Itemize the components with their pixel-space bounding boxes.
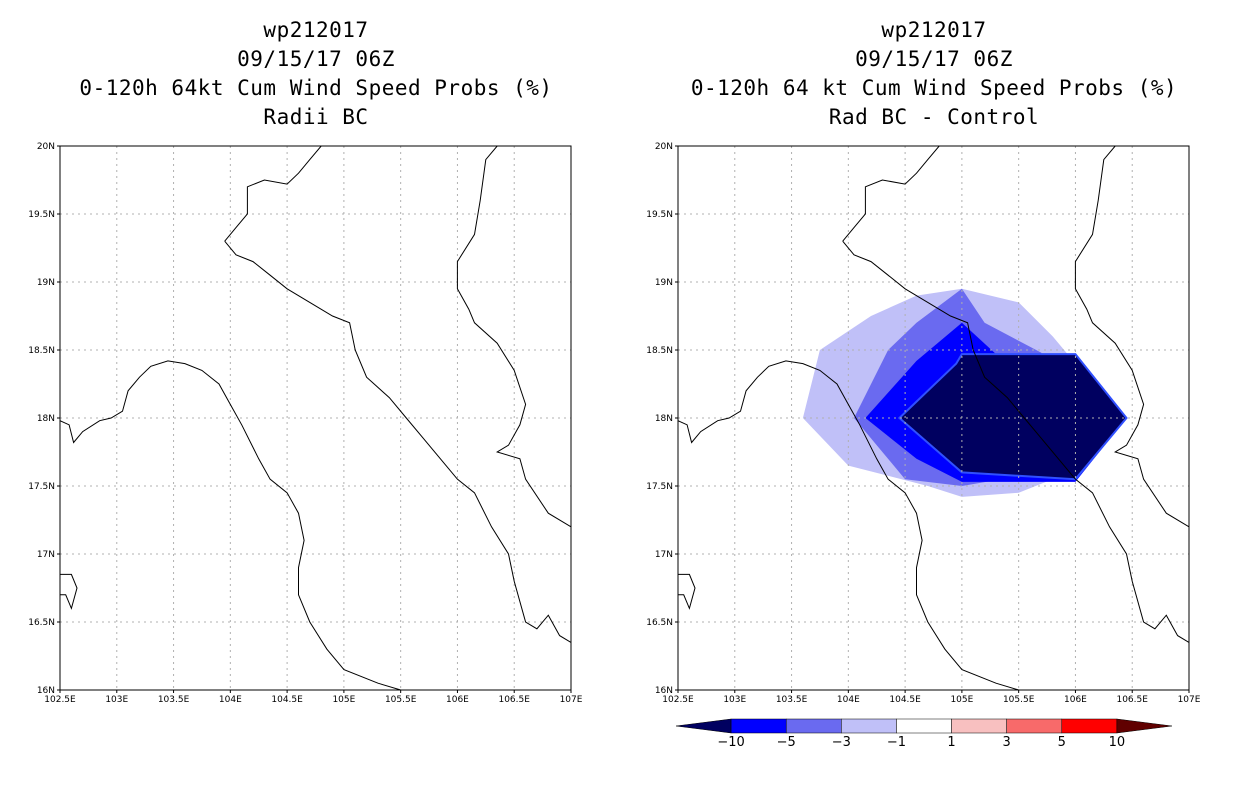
coastlines	[678, 146, 1189, 690]
lon-tick-label: 107E	[1178, 695, 1201, 705]
title-product: 0-120h 64kt Cum Wind Speed Probs (%)	[79, 76, 553, 100]
title-datetime: 09/15/17 06Z	[855, 47, 1013, 71]
lon-tick-label: 102.5E	[662, 695, 694, 705]
colorbar-label: 5	[1058, 735, 1066, 750]
colorbar-swatch	[841, 718, 897, 734]
lat-tick-label: 18N	[37, 414, 55, 424]
grid-lines	[678, 146, 1189, 690]
lat-tick-label: 20N	[37, 142, 55, 152]
colorbar-label: −10	[717, 735, 744, 750]
lon-tick-label: 104.5E	[271, 695, 303, 705]
lat-tick-label: 18.5N	[28, 346, 55, 356]
map-frame	[59, 145, 572, 691]
lon-tick-label: 105E	[332, 695, 355, 705]
title-product: 0-120h 64 kt Cum Wind Speed Probs (%)	[690, 76, 1178, 100]
lat-tick-label: 16N	[37, 686, 55, 696]
colorbar-label: −5	[777, 735, 796, 750]
lon-tick-label: 106E	[1064, 695, 1087, 705]
lat-tick-label: 19.5N	[28, 210, 55, 220]
coastline-path	[842, 240, 1189, 643]
colorbar-label: 3	[1003, 735, 1011, 750]
lat-tick-label: 17.5N	[646, 482, 673, 492]
coastline-path	[678, 573, 696, 610]
colorbar-swatch	[1006, 718, 1063, 734]
lon-tick-label: 105.5E	[385, 695, 417, 705]
coastline-path	[224, 146, 322, 242]
colorbar-swatch	[785, 718, 842, 734]
colorbar-swatch	[896, 718, 952, 734]
colorbar-swatch	[951, 718, 1007, 734]
lon-tick-label: 103.5E	[776, 695, 808, 705]
coastline-path	[60, 360, 401, 690]
title-subtitle: Rad BC - Control	[828, 105, 1040, 129]
coastlines	[60, 146, 571, 690]
right-panel-title: wp212017 09/15/17 06Z 0-120h 64 kt Cum W…	[678, 16, 1190, 132]
colorbar-arrow-low	[675, 718, 732, 734]
coastline-path	[224, 240, 571, 643]
colorbar-swatch	[1061, 718, 1118, 734]
left-map-panel: 102.5E 103E 103.5E 104E 104.5E 105E 105.5E 106E…	[28, 142, 583, 705]
lon-tick-label: 105.5E	[1003, 695, 1035, 705]
coastline-path	[456, 146, 571, 528]
lat-tick-label: 16.5N	[646, 618, 673, 628]
lat-tick-label: 17N	[37, 550, 55, 560]
colorbar-label: −1	[887, 735, 906, 750]
lon-tick-label: 107E	[560, 695, 583, 705]
lat-tick-label: 19N	[655, 278, 673, 288]
lon-tick-label: 103E	[105, 695, 128, 705]
title-datetime: 09/15/17 06Z	[237, 47, 395, 71]
lat-tick-label: 16N	[655, 686, 673, 696]
title-subtitle: Radii BC	[263, 105, 369, 129]
lon-tick-label: 102.5E	[44, 695, 76, 705]
lon-tick-label: 104.5E	[889, 695, 921, 705]
lon-tick-label: 104E	[219, 695, 242, 705]
colorbar-swatch	[730, 718, 787, 734]
lon-tick-label: 106.5E	[1116, 695, 1148, 705]
coastline-path	[1074, 146, 1189, 528]
lat-tick-label: 20N	[655, 142, 673, 152]
lon-tick-label: 105E	[950, 695, 973, 705]
colorbar-label: 10	[1109, 735, 1126, 750]
coastline-path	[678, 360, 1019, 690]
left-panel-title: wp212017 09/15/17 06Z 0-120h 64kt Cum Wi…	[60, 16, 572, 132]
colorbar: −10 −5 −3 −1 1 3 5 10	[675, 718, 1173, 750]
lat-tick-label: 19.5N	[646, 210, 673, 220]
coastline-path	[60, 573, 78, 610]
grid-lines	[60, 146, 571, 690]
lat-tick-label: 16.5N	[28, 618, 55, 628]
lon-tick-label: 103E	[723, 695, 746, 705]
lat-tick-label: 19N	[37, 278, 55, 288]
colorbar-arrow-high	[1116, 718, 1173, 734]
lon-tick-label: 104E	[837, 695, 860, 705]
title-storm-id: wp212017	[881, 18, 987, 42]
lon-tick-label: 103.5E	[158, 695, 190, 705]
right-map-panel: 102.5E 103E 103.5E 104E 104.5E 105E 105.5E 106E…	[646, 142, 1201, 705]
lat-tick-label: 17.5N	[28, 482, 55, 492]
difference-fill-group	[802, 288, 1128, 497]
lat-tick-label: 17N	[655, 550, 673, 560]
coastline-path	[842, 146, 940, 242]
lat-tick-label: 18N	[655, 414, 673, 424]
lon-tick-label: 106E	[446, 695, 469, 705]
lon-tick-label: 106.5E	[498, 695, 530, 705]
lat-tick-label: 18.5N	[646, 346, 673, 356]
colorbar-label: 1	[947, 735, 955, 750]
title-storm-id: wp212017	[263, 18, 369, 42]
colorbar-label: −3	[832, 735, 851, 750]
prob-diff-region	[897, 353, 1128, 481]
